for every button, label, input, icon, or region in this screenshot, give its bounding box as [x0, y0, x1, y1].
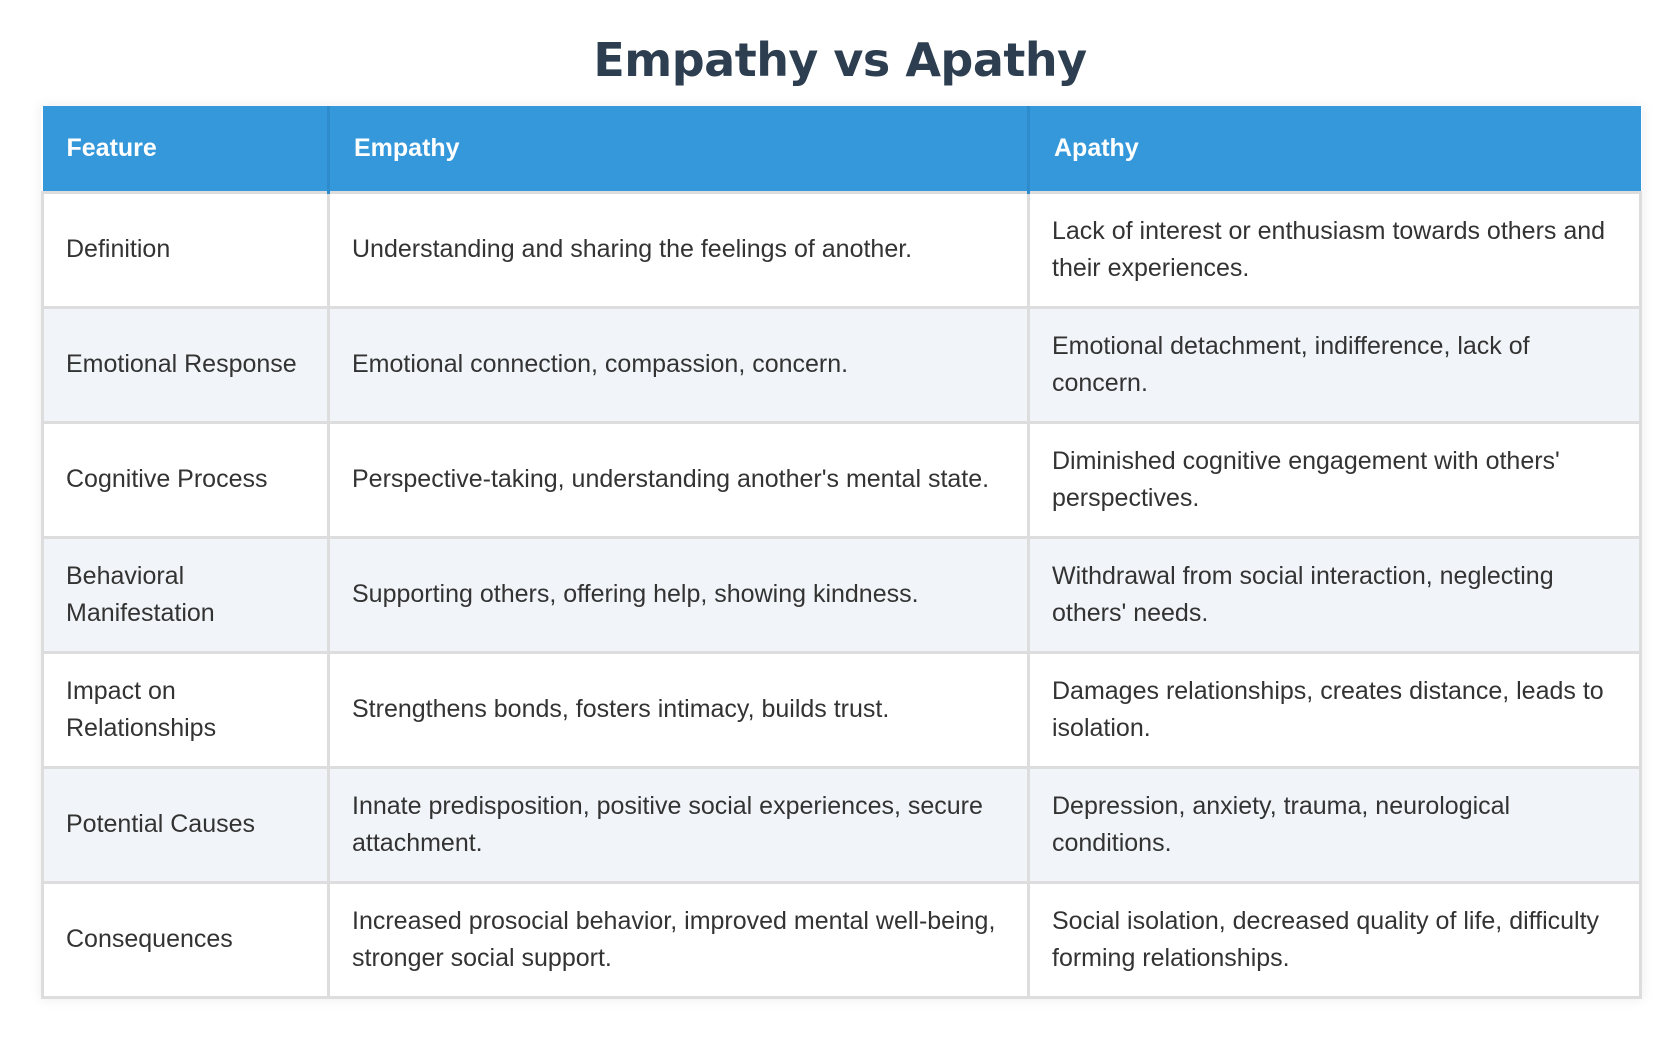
feature-cell: Behavioral Manifestation — [41, 535, 330, 654]
table-header: Feature Empathy Apathy — [42, 106, 1641, 192]
feature-cell: Definition — [41, 190, 330, 309]
table-row: Consequences Increased prosocial behavio… — [41, 880, 1642, 999]
table-row: Impact on Relationships Strengthens bond… — [41, 650, 1642, 769]
column-header-empathy: Empathy — [328, 106, 1030, 192]
feature-cell: Potential Causes — [41, 765, 330, 884]
table-body: Definition Understanding and sharing the… — [41, 190, 1642, 999]
apathy-cell: Lack of interest or enthusiasm towards o… — [1027, 190, 1642, 309]
comparison-table: Feature Empathy Apathy Definition Unders… — [41, 106, 1642, 999]
feature-cell: Consequences — [41, 880, 330, 999]
apathy-cell: Social isolation, decreased quality of l… — [1027, 880, 1642, 999]
apathy-cell: Damages relationships, creates distance,… — [1027, 650, 1642, 769]
apathy-cell: Depression, anxiety, trauma, neurologica… — [1027, 765, 1642, 884]
empathy-cell: Supporting others, offering help, showin… — [327, 535, 1030, 654]
feature-cell: Impact on Relationships — [41, 650, 330, 769]
apathy-cell: Emotional detachment, indifference, lack… — [1027, 305, 1642, 424]
empathy-cell: Perspective-taking, understanding anothe… — [327, 420, 1030, 539]
table-row: Behavioral Manifestation Supporting othe… — [41, 535, 1642, 654]
feature-cell: Emotional Response — [41, 305, 330, 424]
table-row: Cognitive Process Perspective-taking, un… — [41, 420, 1642, 539]
column-header-apathy: Apathy — [1028, 106, 1641, 192]
page-title: Empathy vs Apathy — [593, 33, 1087, 87]
empathy-cell: Emotional connection, compassion, concer… — [327, 305, 1030, 424]
column-header-feature: Feature — [42, 106, 330, 192]
header-row: Feature Empathy Apathy — [42, 106, 1641, 192]
empathy-cell: Innate predisposition, positive social e… — [327, 765, 1030, 884]
table-row: Potential Causes Innate predisposition, … — [41, 765, 1642, 884]
empathy-cell: Strengthens bonds, fosters intimacy, bui… — [327, 650, 1030, 769]
table-row: Definition Understanding and sharing the… — [41, 190, 1642, 309]
table-row: Emotional Response Emotional connection,… — [41, 305, 1642, 424]
empathy-cell: Increased prosocial behavior, improved m… — [327, 880, 1030, 999]
feature-cell: Cognitive Process — [41, 420, 330, 539]
empathy-cell: Understanding and sharing the feelings o… — [327, 190, 1030, 309]
apathy-cell: Diminished cognitive engagement with oth… — [1027, 420, 1642, 539]
apathy-cell: Withdrawal from social interaction, negl… — [1027, 535, 1642, 654]
